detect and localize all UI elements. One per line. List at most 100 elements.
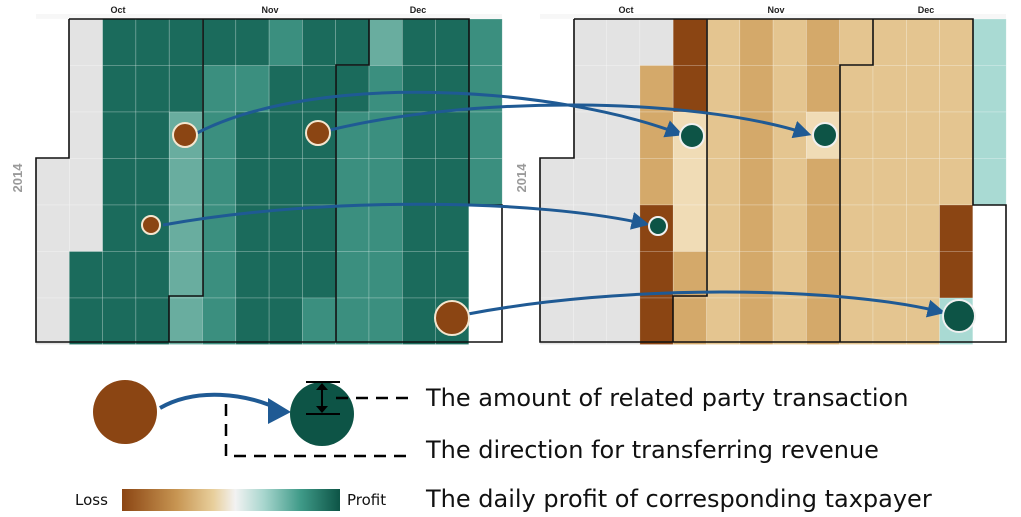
right-nov-dec-border [839, 19, 874, 342]
heat-cell [972, 204, 1007, 252]
heat-cell [235, 65, 270, 113]
heat-cell [335, 297, 370, 345]
heat-cell [468, 18, 503, 66]
heat-cell [235, 158, 270, 206]
heat-cell [639, 158, 674, 206]
heat-cell [168, 158, 203, 206]
profit-circle-2 [812, 122, 838, 148]
heat-cell [905, 158, 940, 206]
heat-cell [335, 111, 370, 159]
heat-cell [69, 111, 103, 159]
heat-cell [572, 297, 607, 345]
right-calendar-heatmap: Oct Nov Dec 2014 [514, 5, 1007, 345]
heat-cell [905, 111, 940, 159]
heat-cell [939, 158, 974, 206]
heat-cell [435, 18, 470, 66]
heat-cell [168, 65, 203, 113]
heat-cell [872, 297, 907, 345]
heat-cell [35, 251, 70, 299]
heat-cell [905, 204, 940, 252]
heat-cell [135, 65, 170, 113]
heat-cell [102, 297, 137, 345]
heat-cell [606, 204, 641, 252]
heat-cell [268, 111, 303, 159]
heat-cell [102, 158, 137, 206]
heat-cell [672, 65, 707, 113]
heat-cell [939, 18, 974, 66]
heat-cell [905, 251, 940, 299]
heat-cell [839, 158, 874, 206]
heat-cell [739, 297, 774, 345]
heat-cell [401, 111, 436, 159]
heat-cell [268, 251, 303, 299]
heat-cell [302, 65, 336, 113]
legend-size-arrows-icon [316, 383, 328, 413]
heat-cell [639, 297, 674, 345]
left-oct-nov-border [168, 19, 204, 342]
heat-cell [539, 18, 574, 66]
heat-cell [706, 158, 741, 206]
loss-circle-4 [434, 300, 470, 336]
heat-cell [302, 204, 336, 252]
heat-cell [401, 297, 436, 345]
heat-cell [972, 297, 1007, 345]
heat-cell [606, 251, 641, 299]
heat-cell [706, 18, 741, 66]
heat-cell [35, 65, 70, 113]
heat-cell [135, 18, 170, 66]
transfer-arrow-3 [162, 202, 650, 230]
heat-cell [268, 297, 303, 345]
heat-cell [839, 18, 874, 66]
heat-cell [135, 158, 170, 206]
heat-cell [539, 297, 574, 345]
heat-cell [368, 251, 403, 299]
left-calendar-heatmap: Oct Nov Dec 2014 [10, 5, 503, 345]
heat-cell [905, 18, 940, 66]
profit-circle-3 [648, 216, 668, 236]
left-month-label-dec: Dec [410, 5, 427, 15]
heat-cell [706, 297, 741, 345]
heat-cell [572, 251, 607, 299]
heat-cell [268, 158, 303, 206]
heat-cell [772, 18, 807, 66]
heat-cell [939, 251, 974, 299]
heat-cell [639, 111, 674, 159]
transfer-arrow-4 [467, 290, 946, 318]
left-month-label-nov: Nov [261, 5, 278, 15]
heat-cell [739, 251, 774, 299]
heat-cell [102, 204, 137, 252]
heat-cell [839, 111, 874, 159]
heat-cell [739, 158, 774, 206]
heat-cell [435, 251, 470, 299]
right-month-label-dec: Dec [918, 5, 935, 15]
heat-cell [302, 158, 336, 206]
heat-cell [872, 204, 907, 252]
heat-cell [572, 111, 607, 159]
heat-cell [639, 65, 674, 113]
left-outer-border [35, 18, 503, 343]
heat-cell [69, 251, 103, 299]
heat-cell [839, 297, 874, 345]
heat-cell [202, 204, 237, 252]
heat-cell [35, 158, 70, 206]
heat-cell [972, 65, 1007, 113]
heat-cell [639, 18, 674, 66]
heat-cell [302, 297, 336, 345]
heat-cell [235, 297, 270, 345]
heat-cell [772, 251, 807, 299]
heat-cell [772, 297, 807, 345]
heat-cell [401, 158, 436, 206]
heat-cell [872, 251, 907, 299]
heat-cell [168, 204, 203, 252]
legend-loss-label: Loss [75, 491, 108, 509]
heat-cell [69, 158, 103, 206]
heat-cell [235, 18, 270, 66]
heat-cell [468, 111, 503, 159]
left-month-label-oct: Oct [110, 5, 125, 15]
heat-cell [35, 204, 70, 252]
heat-cell [672, 204, 707, 252]
profit-circle-1 [679, 123, 705, 149]
heat-cell [168, 18, 203, 66]
heat-cell [401, 251, 436, 299]
heat-cell [772, 111, 807, 159]
